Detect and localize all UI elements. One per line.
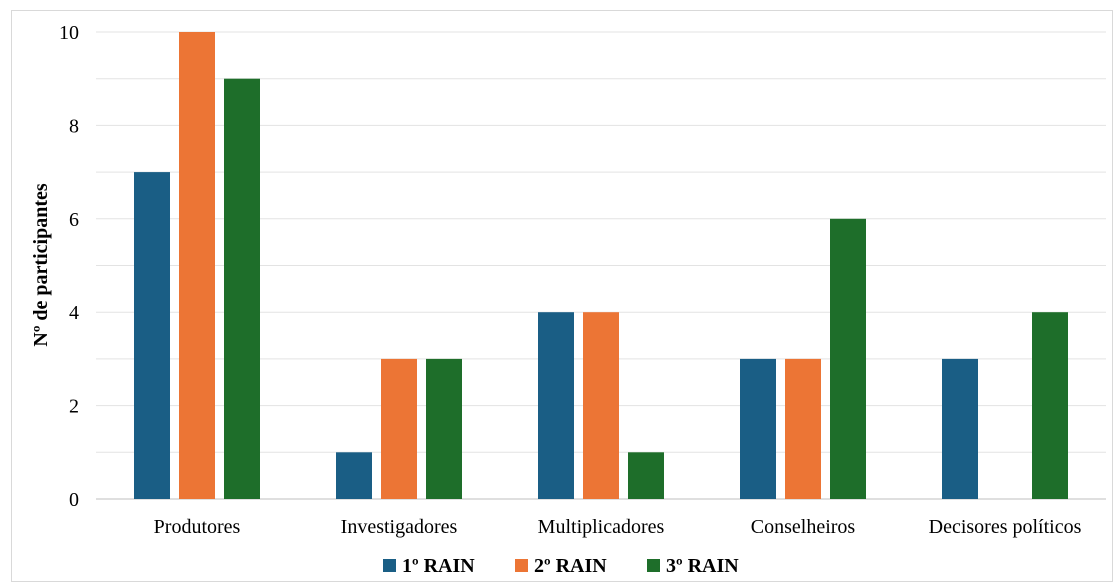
bar-0-1 xyxy=(179,32,215,499)
x-tick-label: Conselheiros xyxy=(751,516,856,538)
bar-1-0 xyxy=(336,452,372,499)
bar-1-2 xyxy=(426,358,462,499)
legend-swatch xyxy=(515,559,528,572)
x-tick-label: Decisores políticos xyxy=(929,516,1082,538)
y-axis-ticks: 0 2 4 6 8 10 xyxy=(59,22,79,511)
legend-label: 1º RAIN xyxy=(402,555,475,577)
y-tick-label: 0 xyxy=(69,489,79,511)
legend-label: 3º RAIN xyxy=(666,555,739,577)
bar-0-2 xyxy=(224,78,260,499)
bar-3-1 xyxy=(785,358,821,499)
bar-3-2 xyxy=(830,218,866,500)
bar-2-1 xyxy=(583,312,619,499)
legend: 1º RAIN 2º RAIN 3º RAIN xyxy=(383,555,739,577)
bar-2-0 xyxy=(538,312,574,499)
y-tick-label: 4 xyxy=(69,302,79,324)
bar-2-2 xyxy=(628,452,664,499)
legend-swatch xyxy=(383,559,396,572)
y-tick-label: 8 xyxy=(69,115,79,137)
y-tick-label: 6 xyxy=(69,209,79,231)
y-axis-label: Nº de participantes xyxy=(30,183,52,346)
y-tick-label: 2 xyxy=(69,396,79,418)
x-tick-label: Produtores xyxy=(154,516,241,538)
bar-4-2 xyxy=(1032,312,1068,499)
bar-3-0 xyxy=(740,358,776,499)
x-tick-label: Multiplicadores xyxy=(538,516,665,538)
y-tick-label: 10 xyxy=(59,22,79,44)
bar-4-0 xyxy=(942,358,978,499)
bar-1-1 xyxy=(381,358,417,499)
legend-swatch xyxy=(647,559,660,572)
bar-0-0 xyxy=(134,172,170,499)
bars xyxy=(134,32,1068,500)
chart-frame xyxy=(11,10,1113,582)
x-axis-ticks: Produtores Investigadores Multiplicadores C… xyxy=(154,516,1082,538)
x-tick-label: Investigadores xyxy=(341,516,458,538)
gridlines xyxy=(96,31,1106,500)
legend-label: 2º RAIN xyxy=(534,555,607,577)
